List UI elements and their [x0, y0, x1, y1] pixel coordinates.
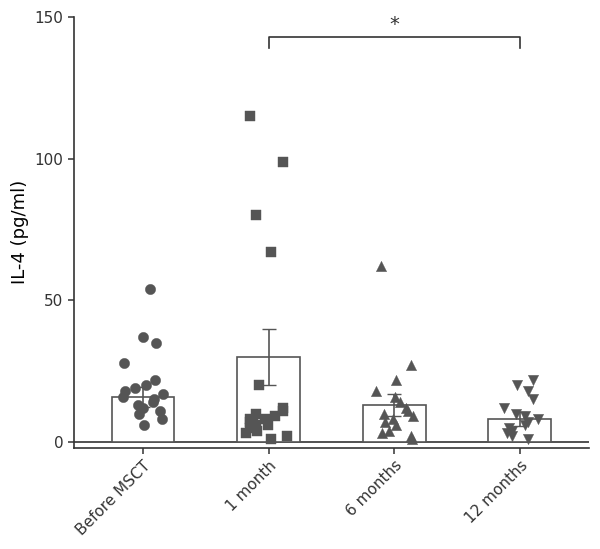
Bar [488, 419, 551, 442]
Point [138, 333, 148, 341]
Point [120, 386, 130, 395]
Point [252, 426, 262, 435]
Point [407, 435, 416, 444]
Point [395, 398, 404, 407]
Point [266, 248, 276, 256]
Point [134, 409, 143, 418]
Point [391, 421, 401, 429]
Point [158, 389, 167, 398]
Point [271, 412, 280, 421]
Point [242, 429, 251, 438]
Point [282, 432, 292, 441]
Point [499, 404, 509, 412]
Point [139, 421, 149, 429]
Point [138, 404, 148, 412]
Bar [112, 396, 175, 442]
Point [118, 392, 128, 401]
Point [528, 375, 538, 384]
Point [377, 429, 387, 438]
Point [130, 384, 140, 393]
Point [388, 415, 398, 424]
Point [245, 418, 255, 427]
Point [248, 418, 257, 427]
Point [512, 409, 521, 418]
Point [385, 426, 394, 435]
Point [533, 415, 542, 424]
Point [391, 375, 401, 384]
Point [504, 423, 514, 432]
Point [254, 381, 264, 390]
Point [157, 415, 167, 424]
Point [278, 406, 288, 415]
Point [376, 262, 386, 271]
Point [403, 406, 412, 415]
Bar [237, 357, 300, 442]
Point [251, 409, 261, 418]
Point [380, 418, 389, 427]
Point [145, 284, 155, 293]
Point [141, 381, 151, 390]
Point [523, 435, 533, 444]
Point [528, 395, 538, 404]
Point [278, 404, 288, 412]
Point [151, 338, 161, 347]
Point [502, 429, 512, 438]
Point [263, 421, 272, 429]
Bar [363, 405, 425, 442]
Point [508, 432, 517, 441]
Point [520, 412, 530, 421]
Point [278, 157, 287, 166]
Point [245, 415, 255, 424]
Point [245, 423, 254, 432]
Point [391, 392, 400, 401]
Point [379, 409, 389, 418]
Point [406, 432, 416, 441]
Point [523, 418, 532, 427]
Point [523, 386, 533, 395]
Point [266, 435, 276, 444]
Point [407, 361, 416, 370]
Point [155, 406, 165, 415]
Point [507, 426, 517, 435]
Point [401, 404, 411, 412]
Point [245, 112, 255, 121]
Point [260, 415, 269, 424]
Point [149, 395, 158, 404]
Point [148, 398, 158, 407]
Point [133, 401, 143, 410]
Point [251, 421, 260, 429]
Point [512, 381, 522, 390]
Point [520, 421, 530, 429]
Text: *: * [389, 15, 399, 34]
Y-axis label: IL-4 (pg/ml): IL-4 (pg/ml) [11, 180, 29, 284]
Point [371, 386, 380, 395]
Point [251, 211, 260, 220]
Point [408, 412, 418, 421]
Point [151, 375, 160, 384]
Point [119, 358, 129, 367]
